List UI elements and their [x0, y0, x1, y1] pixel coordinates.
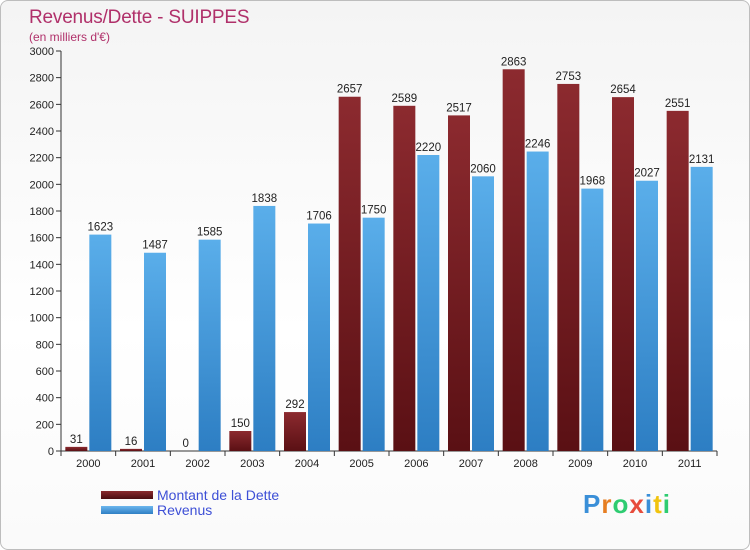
value-label-revenus: 2060: [470, 163, 496, 175]
bar-revenus: [472, 176, 494, 452]
x-tick-label: 2001: [131, 458, 155, 470]
value-label-dette: 16: [125, 436, 138, 448]
bar-dette: [284, 412, 306, 451]
bar-dette: [338, 96, 361, 451]
proxiti-logo: Proxiti: [583, 489, 671, 520]
bar-revenus: [526, 151, 549, 452]
x-tick-label: 2006: [404, 458, 428, 470]
value-label-revenus: 1968: [580, 176, 606, 188]
y-tick-label: 600: [36, 366, 54, 378]
bar-dette: [448, 115, 470, 452]
value-label-revenus: 1487: [142, 240, 168, 252]
value-label-revenus: 2246: [525, 139, 551, 151]
x-tick-label: 2002: [185, 458, 209, 470]
y-tick-label: 2600: [30, 99, 54, 111]
x-tick-label: 2009: [568, 458, 592, 470]
y-tick-label: 1800: [30, 206, 54, 218]
value-label-dette: 2863: [501, 56, 527, 68]
bar-dette: [666, 110, 689, 451]
y-tick-label: 1200: [30, 286, 54, 298]
legend-swatch-dette: [101, 490, 153, 499]
bar-revenus: [417, 155, 440, 451]
y-tick-label: 0: [48, 446, 54, 458]
bar-revenus: [198, 239, 221, 451]
logo-letter: o: [612, 489, 630, 519]
logo-letter: r: [601, 489, 613, 519]
bar-dette: [65, 446, 88, 451]
y-tick-label: 400: [36, 393, 54, 405]
value-label-dette: 2551: [665, 98, 691, 110]
bar-revenus: [89, 234, 112, 451]
legend: Montant de la Dette Revenus: [101, 486, 280, 518]
bar-revenus: [253, 205, 276, 451]
x-tick-label: 2011: [678, 458, 702, 470]
y-tick-label: 1400: [30, 259, 54, 271]
chart-title: Revenus/Dette - SUIPPES: [29, 7, 250, 28]
x-tick-label: 2000: [76, 458, 100, 470]
value-label-dette: 0: [182, 438, 188, 450]
y-tick-label: 2000: [30, 179, 54, 191]
logo-letter: i: [644, 489, 654, 519]
x-tick-label: 2007: [459, 458, 483, 470]
y-tick-label: 800: [36, 339, 54, 351]
value-label-revenus: 1623: [88, 222, 114, 234]
value-label-revenus: 2131: [689, 154, 715, 166]
bar-revenus: [690, 166, 713, 451]
value-label-dette: 2517: [446, 102, 472, 114]
value-label-dette: 2589: [392, 93, 418, 105]
legend-label-dette: Montant de la Dette: [157, 486, 280, 503]
y-tick-label: 200: [36, 419, 54, 431]
logo-letter: P: [583, 489, 602, 519]
x-tick-label: 2003: [240, 458, 264, 470]
bar-dette: [502, 69, 525, 452]
value-label-dette: 2753: [556, 71, 582, 83]
logo-letter: t: [653, 489, 663, 519]
y-tick-label: 2800: [30, 73, 54, 85]
value-label-dette: 292: [285, 399, 304, 411]
legend-item-revenus: Revenus: [101, 501, 279, 518]
bar-revenus: [362, 217, 385, 451]
value-label-dette: 31: [70, 434, 83, 446]
value-label-revenus: 1750: [361, 205, 387, 217]
y-tick-label: 2200: [30, 153, 54, 165]
x-tick-label: 2005: [349, 458, 373, 470]
y-tick-label: 1000: [30, 313, 54, 325]
x-tick-label: 2004: [295, 458, 319, 470]
legend-item-dette: Montant de la Dette: [101, 486, 280, 503]
bar-revenus: [308, 223, 330, 451]
value-label-dette: 2657: [337, 84, 363, 96]
value-label-revenus: 1838: [252, 193, 278, 205]
value-label-revenus: 1585: [197, 227, 223, 239]
bar-dette: [393, 105, 416, 452]
bar-revenus: [581, 188, 604, 451]
x-tick-label: 2010: [623, 458, 647, 470]
logo-letter: i: [662, 489, 671, 519]
bar-dette: [229, 431, 252, 451]
y-tick-label: 2400: [30, 126, 54, 138]
value-label-revenus: 1706: [306, 211, 332, 223]
legend-label-revenus: Revenus: [157, 501, 213, 518]
x-tick-label: 2008: [513, 458, 537, 470]
bar-revenus: [636, 180, 658, 451]
chart-subtitle: (en milliers d'€): [29, 30, 110, 44]
value-label-dette: 150: [231, 418, 250, 430]
value-label-dette: 2654: [610, 84, 636, 96]
y-tick-label: 1600: [30, 233, 54, 245]
bar-dette: [557, 83, 580, 451]
bar-revenus: [144, 252, 166, 451]
bar-dette: [120, 448, 142, 451]
logo-letter: x: [629, 489, 645, 519]
legend-swatch-revenus: [101, 505, 153, 514]
bar-dette: [612, 97, 634, 451]
value-label-revenus: 2220: [416, 142, 442, 154]
y-tick-label: 3000: [30, 46, 54, 58]
value-label-revenus: 2027: [634, 168, 660, 180]
